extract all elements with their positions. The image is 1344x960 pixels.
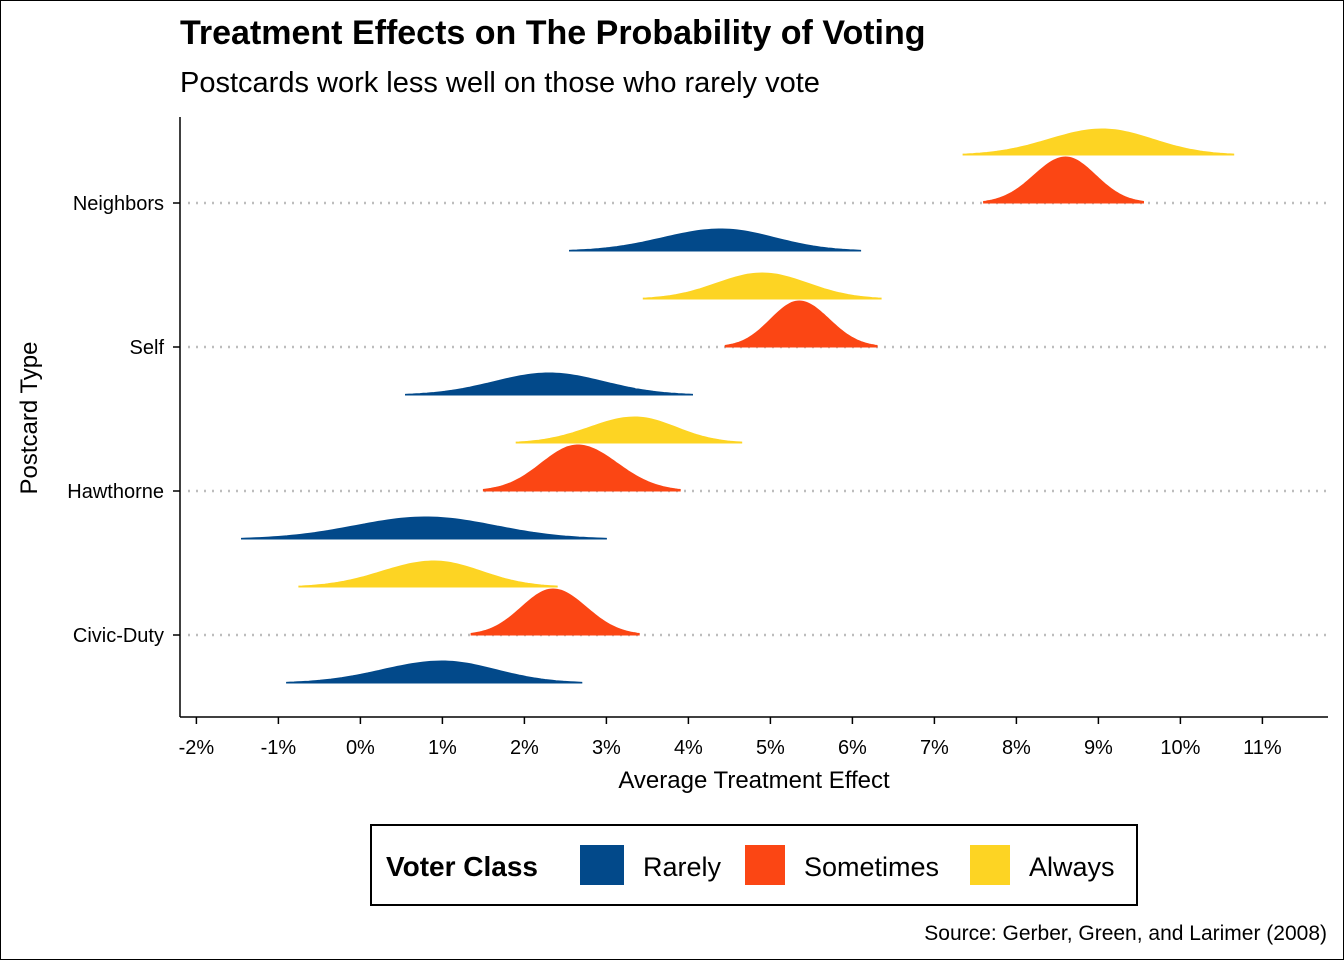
y-tick-label: Neighbors bbox=[73, 193, 164, 215]
density-layer bbox=[241, 128, 1235, 684]
grid-lines bbox=[188, 201, 1328, 637]
y-tick-label: Hawthorne bbox=[67, 481, 164, 503]
density-always-civic-duty bbox=[298, 560, 558, 588]
density-rarely-civic-duty bbox=[286, 660, 583, 684]
x-tick-label: 6% bbox=[838, 737, 867, 759]
chart-subtitle: Postcards work less well on those who ra… bbox=[180, 67, 820, 99]
x-tick-label: 3% bbox=[592, 737, 621, 759]
legend-label-always: Always bbox=[1029, 852, 1115, 882]
density-rarely-self bbox=[405, 372, 693, 396]
x-axis-title: Average Treatment Effect bbox=[618, 767, 890, 794]
x-tick-label: 2% bbox=[510, 737, 539, 759]
legend-label-sometimes: Sometimes bbox=[804, 852, 939, 882]
y-tick-label: Civic-Duty bbox=[73, 625, 164, 647]
x-tick-label: 11% bbox=[1243, 737, 1282, 759]
x-tick-label: 5% bbox=[756, 737, 785, 759]
legend-swatch-always bbox=[970, 845, 1010, 885]
density-always-hawthorne bbox=[515, 416, 743, 444]
legend-title: Voter Class bbox=[386, 851, 538, 882]
legend-swatch-rarely bbox=[580, 845, 624, 885]
chart-title: Treatment Effects on The Probability of … bbox=[180, 14, 926, 52]
x-tick-label: 0% bbox=[346, 737, 375, 759]
x-tick-label: 9% bbox=[1084, 737, 1113, 759]
chart-caption: Source: Gerber, Green, and Larimer (2008… bbox=[924, 922, 1327, 945]
x-axis-ticks: -2% -1% 0% 1% 2% 3% 4% 5% 6% 7% 8% 9% 10% 11% bbox=[179, 717, 1282, 759]
legend-label-rarely: Rarely bbox=[643, 852, 722, 882]
x-tick-label: 4% bbox=[674, 737, 703, 759]
density-rarely-hawthorne bbox=[241, 516, 607, 540]
y-axis-ticks: Civic-Duty Hawthorne Self Neighbors bbox=[67, 193, 180, 647]
y-axis-title: Postcard Type bbox=[16, 342, 43, 495]
x-tick-label: 1% bbox=[428, 737, 457, 759]
x-tick-label: -2% bbox=[179, 737, 215, 759]
density-sometimes-self bbox=[724, 300, 878, 348]
density-sometimes-neighbors bbox=[983, 156, 1144, 204]
x-tick-label: 10% bbox=[1160, 737, 1200, 759]
density-always-self bbox=[642, 272, 882, 300]
density-always-neighbors bbox=[962, 128, 1235, 156]
legend-swatch-sometimes bbox=[745, 845, 785, 885]
legend: Voter Class Rarely Sometimes Always bbox=[370, 824, 1138, 906]
x-tick-label: -1% bbox=[261, 737, 297, 759]
y-tick-label: Self bbox=[130, 337, 165, 359]
x-tick-label: 7% bbox=[920, 737, 949, 759]
density-sometimes-civic-duty bbox=[470, 588, 640, 636]
density-rarely-neighbors bbox=[569, 228, 862, 252]
x-tick-label: 8% bbox=[1002, 737, 1031, 759]
density-sometimes-hawthorne bbox=[482, 444, 681, 492]
